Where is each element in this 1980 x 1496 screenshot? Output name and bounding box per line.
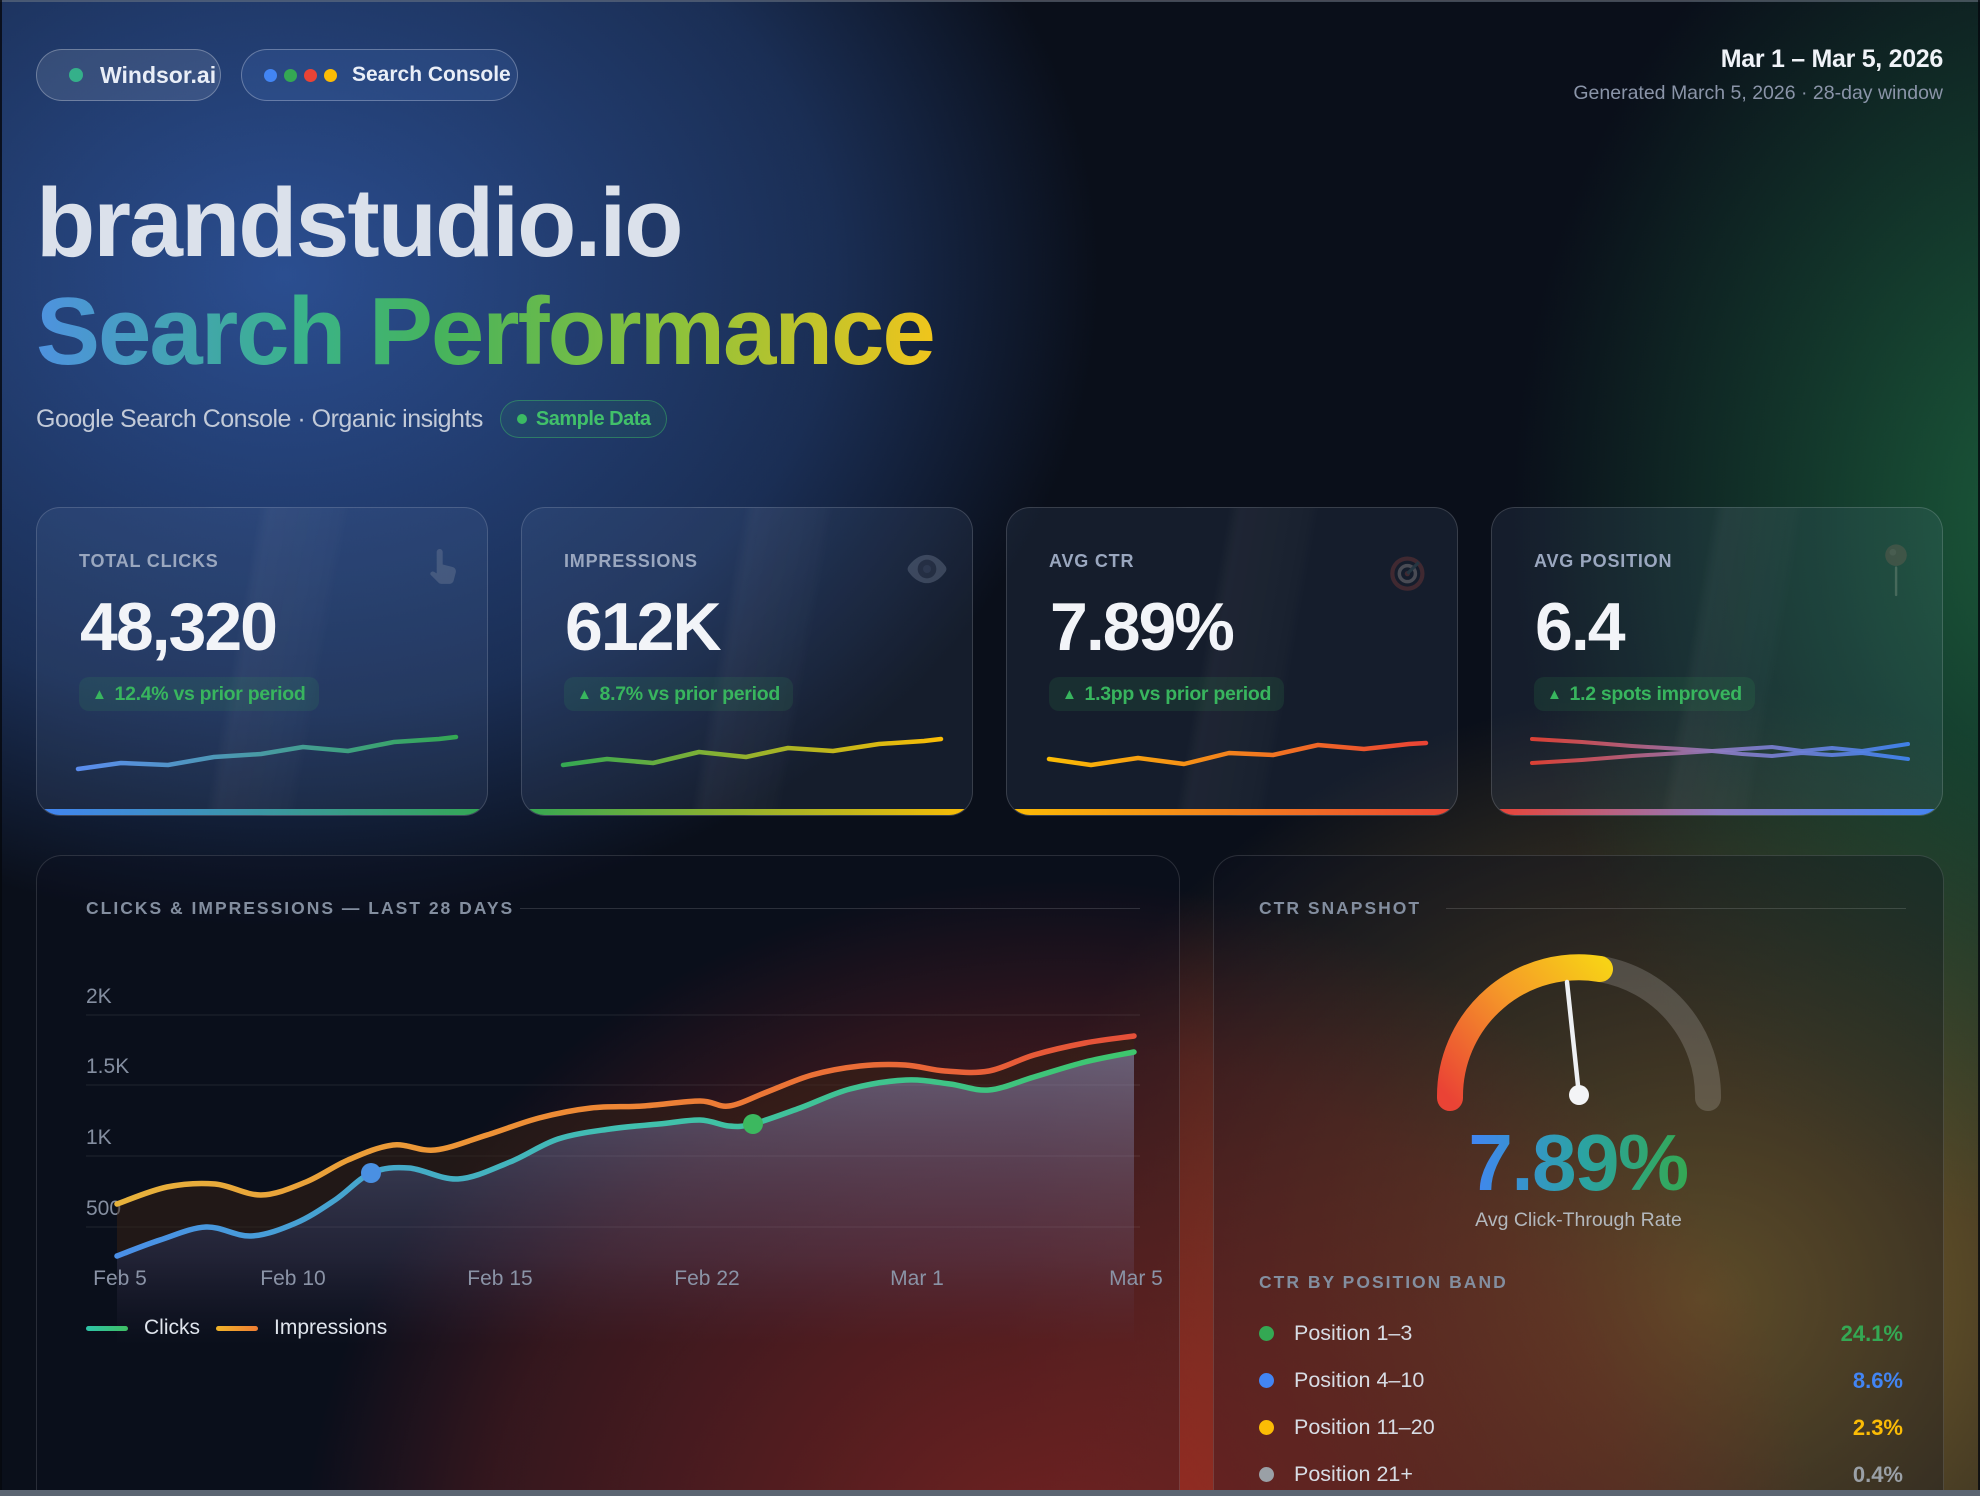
svg-text:Mar 1: Mar 1 <box>890 1267 944 1290</box>
svg-text:Feb 10: Feb 10 <box>260 1267 325 1290</box>
svg-text:2K: 2K <box>86 985 112 1008</box>
svg-text:1K: 1K <box>86 1126 112 1149</box>
svg-text:Feb 5: Feb 5 <box>93 1267 147 1290</box>
svg-text:1.5K: 1.5K <box>86 1055 129 1078</box>
svg-text:500: 500 <box>86 1197 121 1220</box>
svg-text:Feb 22: Feb 22 <box>674 1267 739 1290</box>
svg-text:Mar 5: Mar 5 <box>1109 1267 1163 1290</box>
svg-text:Feb 15: Feb 15 <box>467 1267 532 1290</box>
